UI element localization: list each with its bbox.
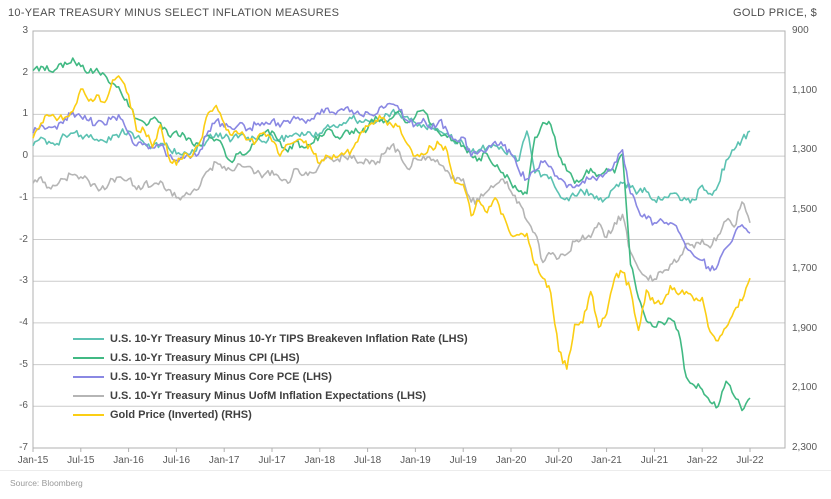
x-axis-tick-label: Jul-20	[545, 455, 573, 466]
x-axis-tick-label: Jul-19	[449, 455, 477, 466]
chart-legend: U.S. 10-Yr Treasury Minus 10-Yr TIPS Bre…	[73, 329, 468, 424]
legend-label: U.S. 10-Yr Treasury Minus CPI (LHS)	[110, 351, 300, 364]
legend-label: U.S. 10-Yr Treasury Minus 10-Yr TIPS Bre…	[110, 332, 468, 345]
left-axis-tick-label: -1	[19, 191, 28, 203]
right-axis-title: GOLD PRICE, $	[733, 7, 817, 19]
right-axis-tick-label: 1,500	[792, 203, 818, 215]
left-axis-tick-label: -5	[19, 358, 28, 370]
x-axis-tick-label: Jul-18	[353, 455, 382, 466]
left-axis-tick-label: 3	[22, 25, 28, 36]
left-axis-tick-label: -2	[19, 233, 28, 245]
legend-swatch-cpi	[73, 356, 104, 359]
left-axis-tick-label: -6	[19, 400, 28, 412]
source-note: Source: Bloomberg	[10, 478, 83, 488]
legend-item: Gold Price (Inverted) (RHS)	[73, 405, 468, 424]
legend-swatch-tips	[73, 337, 104, 340]
series-line	[32, 57, 751, 412]
x-axis-tick-label: Jul-22	[736, 455, 764, 466]
legend-swatch-uofm	[73, 394, 104, 397]
legend-item: U.S. 10-Yr Treasury Minus CPI (LHS)	[73, 348, 468, 367]
legend-item: U.S. 10-Yr Treasury Minus 10-Yr TIPS Bre…	[73, 329, 468, 348]
left-axis-tick-label: 1	[22, 108, 28, 120]
right-axis-tick-label: 1,100	[792, 84, 818, 96]
x-axis-tick-label: Jul-17	[258, 455, 286, 466]
series-line	[32, 102, 751, 272]
x-axis-tick-label: Jan-20	[495, 455, 527, 466]
legend-swatch-gold	[73, 413, 104, 416]
left-axis-tick-label: -4	[19, 316, 28, 328]
chart-title: 10-YEAR TREASURY MINUS SELECT INFLATION …	[8, 7, 340, 19]
x-axis-tick-label: Jul-15	[67, 455, 95, 466]
right-axis-tick-label: 1,900	[792, 322, 818, 334]
right-axis-tick-label: 2,300	[792, 442, 818, 453]
x-axis-tick-label: Jan-21	[591, 455, 622, 466]
x-axis-tick-label: Jul-21	[640, 455, 669, 466]
right-axis-tick-label: 1,700	[792, 263, 818, 275]
x-axis-tick-label: Jan-15	[17, 455, 49, 466]
series-line	[32, 75, 751, 370]
right-axis-tick-label: 2,100	[792, 382, 818, 394]
x-axis-tick-label: Jan-16	[113, 455, 144, 466]
left-axis-tick-label: -3	[19, 275, 28, 287]
plot-border	[32, 30, 786, 449]
right-axis-tick-label: 1,300	[792, 144, 818, 156]
legend-item: U.S. 10-Yr Treasury Minus UofM Inflation…	[73, 386, 468, 405]
legend-label: U.S. 10-Yr Treasury Minus Core PCE (LHS)	[110, 370, 332, 383]
left-axis-tick-label: 0	[22, 150, 28, 162]
legend-swatch-core-pce	[73, 375, 104, 378]
footer: Source: Bloomberg	[0, 470, 831, 488]
right-axis-tick-label: 900	[792, 25, 809, 36]
series-line	[32, 143, 751, 282]
x-axis-tick-label: Jan-19	[400, 455, 431, 466]
left-axis-tick-label: 2	[22, 66, 28, 78]
x-axis-tick-label: Jan-22	[686, 455, 718, 466]
legend-label: Gold Price (Inverted) (RHS)	[110, 408, 252, 421]
x-axis-tick-label: Jul-16	[162, 455, 191, 466]
chart-plot	[32, 30, 786, 452]
x-axis-tick-label: Jan-18	[304, 455, 336, 466]
x-axis-tick-label: Jan-17	[208, 455, 240, 466]
legend-item: U.S. 10-Yr Treasury Minus Core PCE (LHS)	[73, 367, 468, 386]
legend-label: U.S. 10-Yr Treasury Minus UofM Inflation…	[110, 389, 426, 402]
left-axis-tick-label: -7	[19, 442, 28, 453]
